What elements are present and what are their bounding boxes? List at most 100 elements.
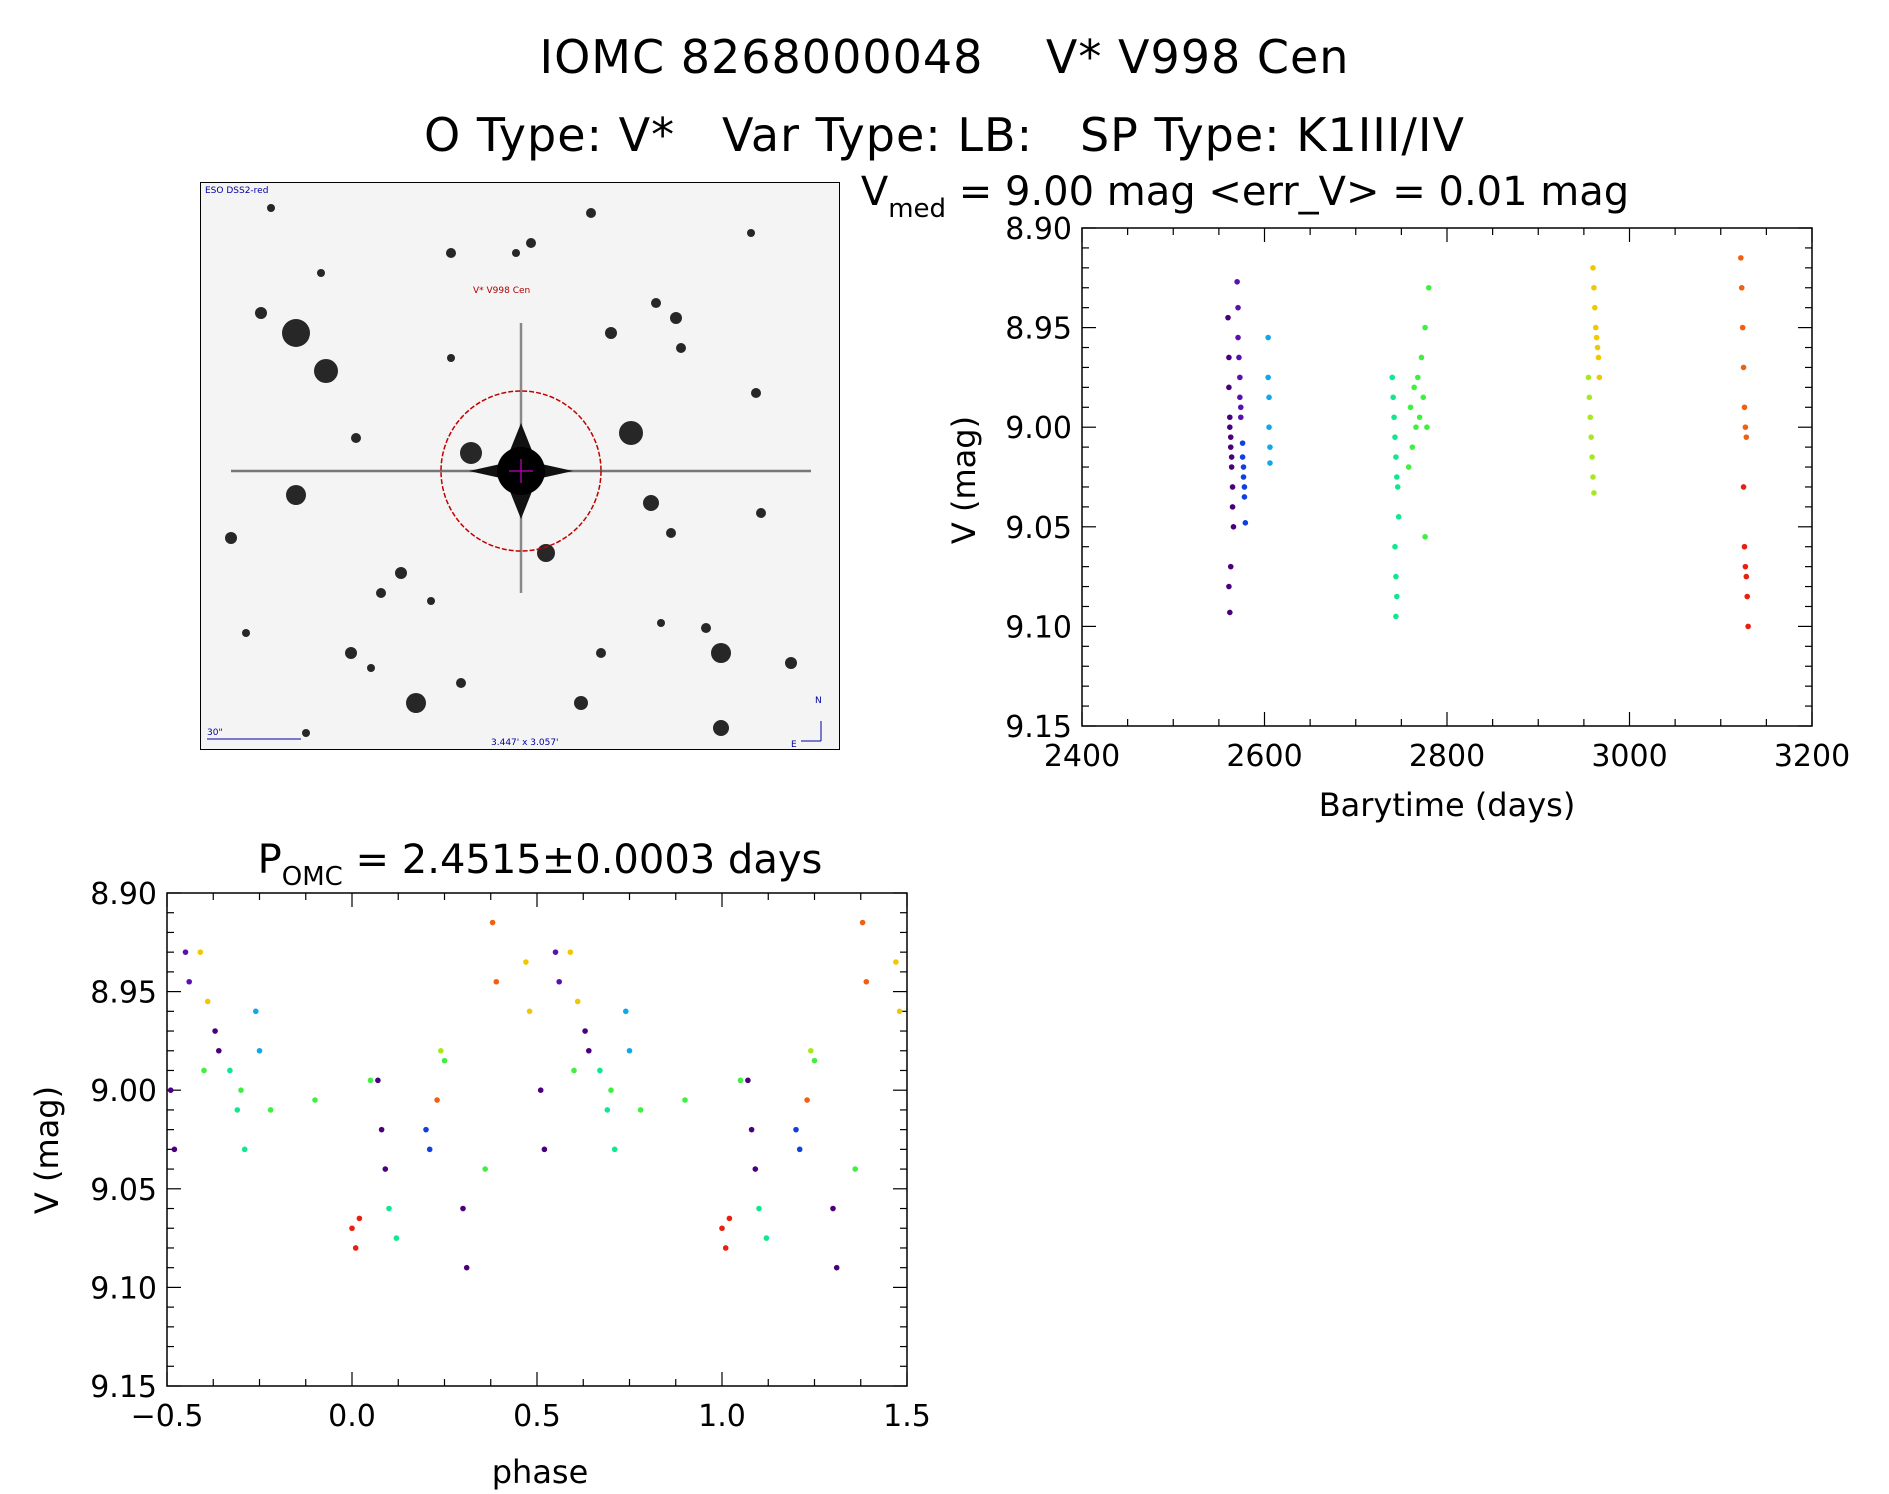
light-curve-point [1588,434,1594,440]
phase-curve-xlabel: phase [492,1453,589,1491]
phase-curve-point [719,1225,725,1232]
light-curve-point [1229,484,1236,490]
phase-curve-point [438,1047,444,1054]
light-curve-point [1742,563,1749,570]
phase-curve-point [426,1146,433,1153]
light-curve-point [1229,504,1236,510]
field-star [586,208,596,218]
light-curve-point [1240,474,1247,480]
light-curve-point [1241,484,1248,490]
light-curve-point [1393,573,1399,580]
light-curve-point [1393,454,1399,460]
field-star [302,729,310,737]
light-curve-point [1741,543,1748,550]
light-curve-point [1242,520,1249,526]
phase-curve-point [574,998,581,1005]
light-curve-point [1393,613,1399,620]
light-curve-point [1596,374,1603,381]
field-star [670,312,682,324]
light-curve-xlabel: Barytime (days) [1319,786,1576,824]
light-curve-point [1234,278,1240,285]
light-curve-point [1394,474,1400,480]
light-curve-point [1590,474,1596,480]
phase-curve-point [204,998,211,1005]
light-curve-point [1237,374,1243,381]
phase-curve-point [523,959,529,965]
light-curve-point [1416,414,1423,421]
light-curve-point [1235,304,1241,311]
light-curve-point [1227,609,1233,616]
light-curve-title: Vmed = 9.00 mag <err_V> = 0.01 mag [861,169,1629,224]
phase-curve-point [567,949,574,955]
target-label: V* V998 Cen [473,286,530,296]
light-curve-point [1405,464,1412,470]
light-curve-point [1407,404,1414,411]
field-star [395,567,407,579]
light-curve-point [1389,374,1396,381]
field-star [367,664,375,672]
light-curve-point [1392,434,1398,440]
phase-curve-point [745,1077,751,1084]
phase-curve-point [186,978,192,985]
light-curve-point [1392,543,1398,550]
phase-curve-point [312,1097,318,1103]
phase-curve-point [441,1057,448,1064]
field-star [242,629,250,637]
phase-curve-point [227,1067,233,1074]
phase-curve-point [556,978,562,985]
light-curve-point [1743,573,1750,580]
phase-curve-point [896,1008,903,1015]
phase-curve-point [460,1205,466,1212]
phase-curve-point [763,1235,770,1241]
phase-curve-point [537,1087,544,1093]
light-curve-xtick-label: 3200 [1774,739,1850,774]
light-curve-point [1235,334,1241,341]
light-curve-point [1240,464,1247,470]
field-star [447,354,455,362]
phase-curve-point [582,1028,588,1034]
field-star [351,433,361,443]
light-curve-point [1227,434,1234,440]
light-curve-ytick-label: 8.90 [1005,212,1072,247]
light-curve-xtick-label: 2600 [1226,739,1302,774]
phase-curve-ytick-label: 9.10 [90,1271,157,1306]
phase-curve-point [482,1166,489,1172]
light-curve-point [1227,424,1233,431]
phase-curve-point [356,1215,363,1222]
light-curve-ytick-label: 9.00 [1005,411,1072,446]
phase-curve-point [423,1126,429,1133]
field-star [282,319,310,347]
field-star [596,648,606,658]
phase-curve-point [212,1028,218,1034]
phase-curve-ytick-label: 9.15 [90,1370,157,1405]
phase-curve-point [167,1087,174,1093]
phase-curve-axes: −0.5 0.0 0.5 1.0 1.5 8.90 8.95 9.00 9.05 9.10 9.15 [90,877,931,1434]
light-curve-point [1591,490,1597,496]
light-curve-point [1267,460,1273,466]
star-name: V* V998 Cen [1045,30,1350,84]
light-curve-point [1742,424,1749,431]
phase-curve-point [171,1146,178,1153]
phase-curve-ytick-label: 8.90 [90,877,157,912]
light-curve-point [1265,334,1271,341]
phase-curve-point [796,1146,803,1153]
light-curve-ytick-label: 9.05 [1005,511,1072,546]
light-curve-point [1266,424,1272,431]
light-curve-point [1226,583,1232,590]
light-curve-xtick-label: 3000 [1591,739,1667,774]
field-star [713,720,729,736]
field-star [376,588,386,598]
phase-curve-point [682,1097,688,1103]
light-curve-axes: 2400 2600 2800 3000 3200 8.90 8.95 9.00 9.05 9.10… [1005,212,1850,774]
field-star [456,678,466,688]
phase-curve-ytick-label: 8.95 [90,976,157,1011]
phase-curve-point [726,1215,733,1222]
aperture-circle [440,390,602,552]
light-curve-xtick-label: 2400 [1044,739,1120,774]
light-curve-point [1267,444,1273,450]
phase-curve-ytick-label: 9.00 [90,1074,157,1109]
light-curve-point [1394,484,1401,490]
field-star [651,298,661,308]
phase-curve-xtick-label: −0.5 [131,1399,204,1434]
light-curve-point [1228,454,1235,460]
